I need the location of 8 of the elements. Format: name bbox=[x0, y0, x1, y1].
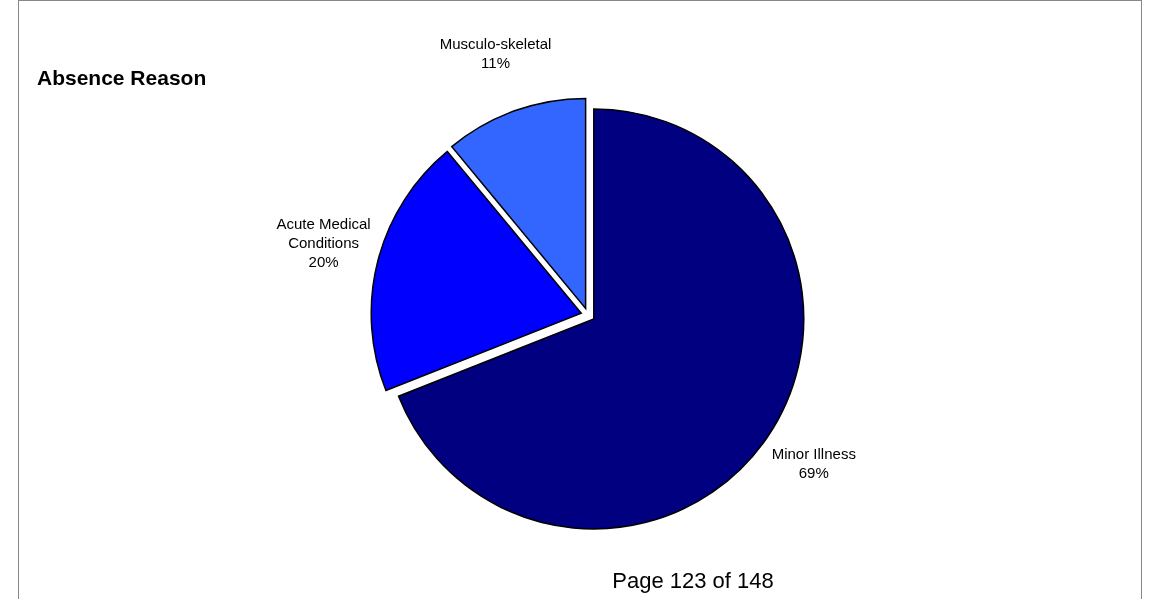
slice-label: Acute Medical Conditions bbox=[276, 215, 371, 252]
data-label: 69% bbox=[798, 464, 829, 482]
slice-label: Musculo-skeletal bbox=[439, 35, 552, 53]
data-label: 20% bbox=[308, 253, 339, 271]
slice-label: Minor Illness bbox=[771, 445, 856, 463]
data-label: 11% bbox=[481, 54, 510, 72]
text: Absence Reason bbox=[37, 66, 207, 90]
text: Page 123 of 148 bbox=[611, 568, 775, 594]
